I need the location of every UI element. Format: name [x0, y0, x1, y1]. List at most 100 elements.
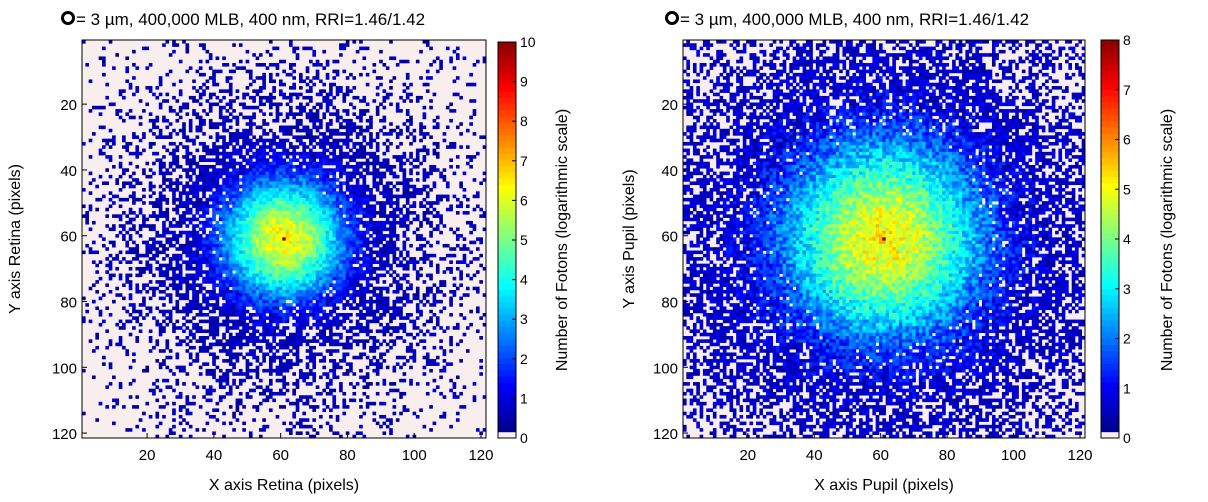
retina-heatmap-cell	[289, 128, 293, 133]
retina-heatmap-cell	[178, 214, 183, 218]
retina-heatmap-cell	[222, 217, 226, 222]
retina-heatmap-cell	[275, 141, 280, 146]
retina-heatmap-cell	[322, 89, 327, 93]
retina-heatmap-cell	[295, 243, 300, 248]
retina-heatmap-cell	[168, 296, 173, 301]
retina-heatmap-cell	[429, 286, 433, 291]
retina-heatmap-cell	[332, 253, 337, 258]
retina-heatmap-cell	[479, 280, 483, 284]
retina-heatmap-cell	[415, 164, 420, 169]
retina-heatmap-cell	[429, 230, 433, 235]
retina-heatmap-cell	[275, 237, 280, 241]
retina-heatmap-cell	[292, 112, 296, 116]
retina-heatmap-cell	[222, 207, 226, 212]
retina-heatmap-cell	[145, 306, 150, 311]
retina-heatmap-cell	[235, 184, 240, 189]
retina-heatmap-cell	[359, 207, 363, 212]
retina-heatmap-cell	[289, 230, 293, 235]
retina-heatmap-cell	[379, 161, 383, 166]
retina-heatmap-cell	[205, 303, 210, 307]
retina-heatmap-cell	[325, 263, 330, 268]
retina-heatmap-cell	[302, 230, 306, 235]
retina-heatmap-cell	[235, 289, 240, 294]
retina-heatmap-cell	[228, 240, 233, 245]
retina-heatmap-cell	[449, 141, 453, 146]
retina-heatmap-cell	[345, 313, 350, 317]
retina-heatmap-cell	[115, 194, 120, 199]
retina-heatmap-cell	[198, 220, 203, 225]
retina-heatmap-cell	[272, 63, 276, 67]
retina-heatmap-cell	[355, 237, 360, 241]
retina-heatmap-cell	[238, 237, 243, 241]
retina-heatmap-cell	[302, 161, 306, 166]
retina-heatmap-cell	[419, 191, 423, 195]
retina-heatmap-cell	[198, 313, 203, 317]
retina-heatmap-cell	[88, 247, 93, 251]
retina-heatmap-cell	[319, 151, 323, 156]
retina-heatmap-cell	[385, 164, 390, 169]
retina-heatmap-cell	[258, 217, 263, 222]
retina-heatmap-cell	[158, 197, 163, 202]
retina-heatmap-cell	[195, 184, 200, 189]
retina-heatmap-cell	[278, 270, 283, 274]
retina-heatmap-cell	[355, 151, 360, 156]
retina-heatmap-cell	[329, 151, 333, 156]
retina-heatmap-cell	[459, 234, 463, 238]
retina-heatmap-cell	[312, 188, 317, 192]
retina-heatmap-cell	[245, 204, 250, 209]
retina-heatmap-cell	[248, 220, 253, 225]
retina-heatmap-cell	[155, 250, 160, 255]
retina-heatmap-cell	[302, 270, 306, 274]
retina-heatmap-cell	[278, 253, 283, 258]
retina-heatmap-cell	[192, 141, 196, 146]
retina-heatmap-cell	[215, 322, 220, 327]
retina-heatmap-cell	[145, 250, 150, 255]
retina-heatmap-cell	[268, 250, 273, 255]
retina-heatmap-cell	[92, 283, 96, 287]
retina-heatmap-cell	[195, 234, 200, 238]
retina-heatmap-cell	[178, 309, 183, 314]
retina-heatmap-cell	[285, 128, 290, 133]
retina-heatmap-cell	[335, 214, 340, 218]
retina-heatmap-cell	[272, 184, 276, 189]
retina-heatmap-cell	[339, 86, 343, 90]
retina-heatmap-cell	[215, 257, 220, 261]
retina-heatmap-cell	[185, 253, 190, 258]
retina-heatmap-cell	[359, 46, 363, 51]
retina-heatmap-cell	[469, 240, 473, 245]
retina-heatmap-cell	[302, 158, 306, 162]
retina-heatmap-cell	[262, 112, 266, 116]
retina-heatmap-cell	[332, 227, 337, 232]
retina-heatmap-cell	[215, 207, 220, 212]
retina-heatmap-cell	[195, 260, 200, 264]
retina-heatmap-cell	[148, 286, 153, 291]
retina-heatmap-cell	[142, 46, 146, 51]
retina-heatmap-cell	[262, 224, 266, 228]
retina-heatmap-cell	[282, 217, 286, 222]
retina-heatmap-cell	[395, 273, 400, 278]
retina-heatmap-cell	[395, 204, 400, 209]
retina-heatmap-cell	[238, 43, 243, 47]
retina-heatmap-cell	[465, 197, 470, 202]
retina-heatmap-cell	[242, 237, 246, 241]
retina-heatmap-cell	[202, 201, 206, 205]
retina-heatmap-cell	[369, 263, 373, 268]
retina-heatmap-cell	[295, 204, 300, 209]
retina-heatmap-cell	[212, 207, 216, 212]
retina-heatmap-cell	[185, 69, 190, 74]
retina-heatmap-cell	[205, 250, 210, 255]
retina-heatmap-cell	[112, 164, 116, 169]
retina-heatmap-cell	[455, 286, 460, 291]
retina-heatmap-cell	[292, 260, 296, 264]
retina-heatmap-cell	[245, 276, 250, 281]
retina-heatmap-cell	[182, 125, 186, 130]
retina-heatmap-cell	[195, 178, 200, 182]
retina-heatmap-cell	[268, 306, 273, 311]
retina-heatmap-cell	[315, 204, 320, 209]
retina-heatmap-cell	[469, 122, 473, 126]
retina-heatmap-cell	[312, 303, 317, 307]
retina-heatmap-cell	[265, 303, 270, 307]
retina-heatmap-cell	[322, 303, 327, 307]
retina-heatmap-cell	[208, 188, 213, 192]
retina-heatmap-cell	[202, 276, 206, 281]
